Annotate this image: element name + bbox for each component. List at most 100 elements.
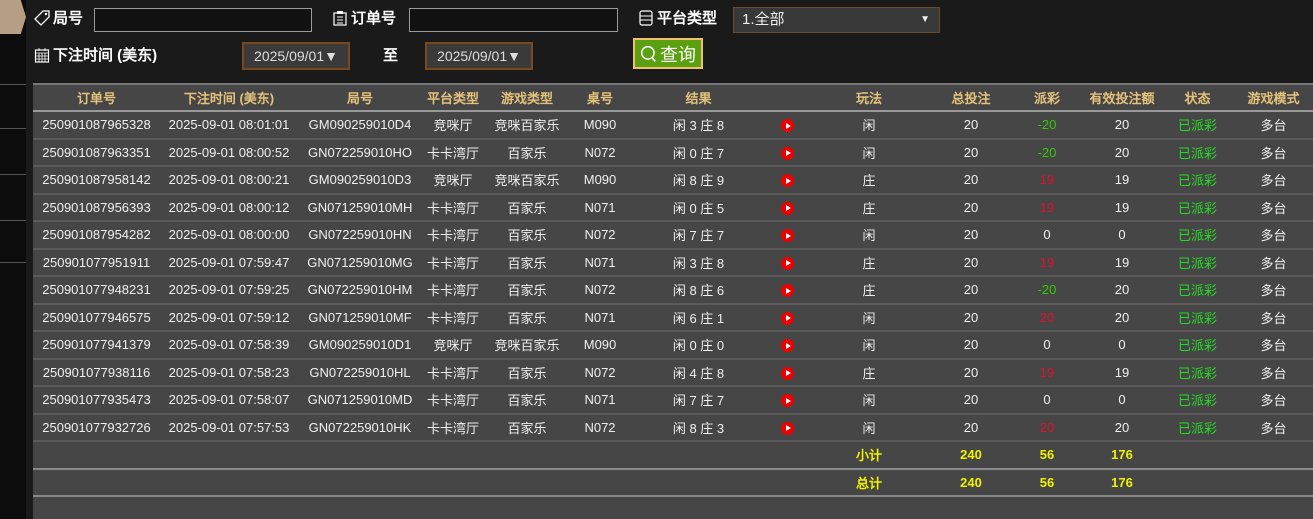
table-id-cell: N071	[570, 248, 630, 277]
play-video-icon[interactable]	[780, 229, 794, 243]
order-id-cell: 250901077938116	[33, 358, 160, 387]
table-row[interactable]: 250901087965328 2025-09-01 08:01:01 GM0902…	[33, 111, 1313, 140]
table-row[interactable]: 250901077948231 2025-09-01 07:59:25 GN0722…	[33, 276, 1313, 305]
table-id-cell: M090	[570, 166, 630, 195]
caret-down-icon: ▼	[920, 14, 930, 25]
date-to-picker[interactable]: 2025/09/01▼	[425, 42, 533, 70]
bet-type-cell: 闲	[807, 221, 931, 250]
round-id-cell: GN072259010HM	[298, 276, 422, 305]
video-cell[interactable]	[767, 303, 807, 332]
column-header: 桌号	[570, 85, 630, 112]
order-input[interactable]	[409, 8, 618, 32]
sidebar-edge	[0, 0, 26, 519]
video-cell[interactable]	[767, 248, 807, 277]
empty-cell	[160, 468, 298, 497]
total-bet-cell: 20	[931, 276, 1011, 305]
game-type-cell: 百家乐	[484, 303, 570, 332]
platform-cell: 卡卡湾厅	[422, 193, 484, 222]
empty-cell	[484, 468, 570, 497]
video-cell[interactable]	[767, 331, 807, 360]
bet-type-cell: 闲	[807, 331, 931, 360]
play-video-icon[interactable]	[780, 311, 794, 325]
calendar-icon	[34, 47, 50, 63]
video-cell[interactable]	[767, 358, 807, 387]
column-header: 游戏模式	[1234, 85, 1313, 112]
column-header: 派彩	[1011, 85, 1083, 112]
payout-cell: 0	[1011, 386, 1083, 415]
video-cell[interactable]	[767, 138, 807, 167]
table-row[interactable]: 250901087963351 2025-09-01 08:00:52 GN0722…	[33, 138, 1313, 167]
bet-type-cell: 庄	[807, 276, 931, 305]
game-type-cell: 百家乐	[484, 358, 570, 387]
bet-time-cell: 2025-09-01 08:01:01	[160, 111, 298, 140]
bet-type-cell: 庄	[807, 358, 931, 387]
play-video-icon[interactable]	[780, 146, 794, 160]
round-id-cell: GM090259010D1	[298, 331, 422, 360]
payout-cell: 56	[1011, 441, 1083, 470]
column-header: 有效投注额	[1083, 85, 1161, 112]
date-from-picker[interactable]: 2025/09/01▼	[242, 42, 350, 70]
play-video-icon[interactable]	[780, 201, 794, 215]
platform-cell: 卡卡湾厅	[422, 221, 484, 250]
video-cell[interactable]	[767, 221, 807, 250]
query-button[interactable]: 查询	[633, 38, 703, 69]
column-header: 玩法	[807, 85, 931, 112]
table-row[interactable]: 250901077951911 2025-09-01 07:59:47 GN0712…	[33, 248, 1313, 277]
time-label: 下注时间 (美东)	[34, 44, 157, 65]
video-cell[interactable]	[767, 166, 807, 195]
table-row[interactable]: 250901077946575 2025-09-01 07:59:12 GN0712…	[33, 303, 1313, 332]
table-row[interactable]: 250901087958142 2025-09-01 08:00:21 GM0902…	[33, 166, 1313, 195]
platform-select[interactable]: 1.全部 ▼	[733, 7, 940, 33]
empty-cell	[570, 468, 630, 497]
video-cell[interactable]	[767, 276, 807, 305]
table-row[interactable]: 250901077938116 2025-09-01 07:58:23 GN0722…	[33, 358, 1313, 387]
video-cell[interactable]	[767, 386, 807, 415]
play-video-icon[interactable]	[780, 421, 794, 435]
platform-cell: 卡卡湾厅	[422, 138, 484, 167]
label-cell: 总计	[807, 468, 931, 497]
play-video-icon[interactable]	[780, 339, 794, 353]
video-cell[interactable]	[767, 111, 807, 140]
bet-time-cell: 2025-09-01 08:00:00	[160, 221, 298, 250]
round-id-cell: GM090259010D3	[298, 166, 422, 195]
play-video-icon[interactable]	[780, 284, 794, 298]
game-type-cell: 百家乐	[484, 276, 570, 305]
round-id-cell: GN071259010MF	[298, 303, 422, 332]
play-video-icon[interactable]	[780, 366, 794, 380]
play-video-icon[interactable]	[780, 119, 794, 133]
table-id-cell: N071	[570, 386, 630, 415]
table-row[interactable]: 250901077932726 2025-09-01 07:57:53 GN0722…	[33, 413, 1313, 442]
to-label: 至	[383, 47, 399, 64]
result-cell: 闲 8 庄 9	[630, 166, 767, 195]
result-cell: 闲 3 庄 8	[630, 248, 767, 277]
table-row[interactable]: 250901087954282 2025-09-01 08:00:00 GN0722…	[33, 221, 1313, 250]
bet-type-cell: 闲	[807, 386, 931, 415]
play-video-icon[interactable]	[780, 256, 794, 270]
play-video-icon[interactable]	[780, 174, 794, 188]
order-id-cell: 250901077941379	[33, 331, 160, 360]
total-bet-cell: 20	[931, 138, 1011, 167]
valid-bet-cell: 176	[1083, 441, 1161, 470]
round-id-cell: GN072259010HO	[298, 138, 422, 167]
table-row[interactable]: 250901077941379 2025-09-01 07:58:39 GM0902…	[33, 331, 1313, 360]
status-cell: 已派彩	[1161, 358, 1234, 387]
order-id-cell: 250901087965328	[33, 111, 160, 140]
play-video-icon[interactable]	[780, 394, 794, 408]
valid-bet-cell: 0	[1083, 331, 1161, 360]
round-input[interactable]	[94, 8, 312, 32]
video-cell[interactable]	[767, 413, 807, 442]
table-row[interactable]: 250901087956393 2025-09-01 08:00:12 GN0712…	[33, 193, 1313, 222]
bet-type-cell: 庄	[807, 193, 931, 222]
game-mode-cell: 多台	[1234, 386, 1313, 415]
sidebar-tab[interactable]	[0, 0, 26, 34]
column-header: 总投注	[931, 85, 1011, 112]
total-bet-cell: 240	[931, 468, 1011, 497]
result-cell: 闲 8 庄 6	[630, 276, 767, 305]
video-cell[interactable]	[767, 193, 807, 222]
bet-time-cell: 2025-09-01 07:58:23	[160, 358, 298, 387]
empty-cell	[33, 468, 160, 497]
game-type-cell: 百家乐	[484, 248, 570, 277]
table-row[interactable]: 250901077935473 2025-09-01 07:58:07 GN0712…	[33, 386, 1313, 415]
bet-time-cell: 2025-09-01 07:59:47	[160, 248, 298, 277]
order-label: 订单号	[332, 7, 396, 28]
